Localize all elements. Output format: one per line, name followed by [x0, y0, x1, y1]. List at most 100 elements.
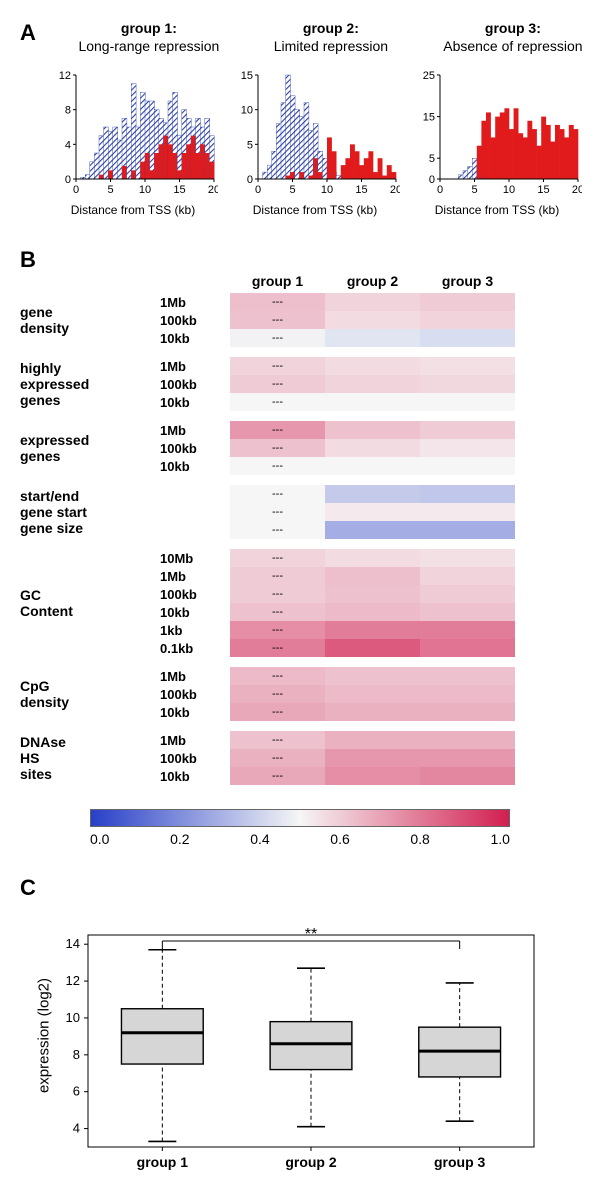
svg-text:**: **: [305, 926, 317, 943]
heatmap-cell: ---: [230, 293, 325, 311]
svg-text:15: 15: [355, 184, 367, 196]
hm-col3: group 3: [420, 273, 515, 289]
histogram: 05101505101520Distance from TSS (kb): [230, 71, 400, 217]
heatmap-cell: ---: [230, 767, 325, 785]
heatmap-cell: [420, 703, 515, 721]
heatmap-cell: [325, 685, 420, 703]
svg-text:12: 12: [59, 71, 71, 82]
svg-text:8: 8: [65, 105, 71, 117]
svg-text:0: 0: [73, 184, 79, 196]
heatmap-cell: [420, 667, 515, 685]
svg-text:15: 15: [241, 71, 253, 82]
heatmap-cell: [420, 521, 515, 539]
panel-b-label: B: [20, 247, 580, 273]
svg-text:10: 10: [321, 184, 333, 196]
heatmap-cell: [325, 567, 420, 585]
heatmap-body: genedensity1Mb100kb10kb---------highlyex…: [20, 293, 580, 795]
heatmap-cell: [420, 457, 515, 475]
heatmap-cell: ---: [230, 549, 325, 567]
heatmap-cell: [325, 329, 420, 347]
svg-text:0: 0: [429, 174, 435, 186]
heatmap-cell: [420, 375, 515, 393]
group3-header: group 3: Absence of repression: [428, 20, 598, 55]
heatmap-cell: [420, 293, 515, 311]
heatmap-cell: ---: [230, 521, 325, 539]
heatmap-cell: ---: [230, 439, 325, 457]
heatmap-cell: [325, 503, 420, 521]
heatmap-cell: ---: [230, 639, 325, 657]
heatmap-cell: ---: [230, 749, 325, 767]
heatmap-cell: [420, 439, 515, 457]
svg-text:group 3: group 3: [434, 1154, 486, 1170]
svg-text:5: 5: [429, 153, 435, 165]
svg-text:4: 4: [65, 139, 71, 151]
panel-a-label: A: [20, 20, 36, 46]
heatmap-cell: ---: [230, 393, 325, 411]
panel-b: B group 1 group 2 group 3 genedensity1Mb…: [20, 247, 580, 847]
svg-text:group 1: group 1: [137, 1154, 189, 1170]
heatmap-cell: [420, 421, 515, 439]
heatmap-cell: [325, 639, 420, 657]
svg-text:0: 0: [247, 174, 253, 186]
group1-header: group 1: Long-range repression: [64, 20, 234, 55]
heatmap-cell: ---: [230, 421, 325, 439]
heatmap-cell: [325, 311, 420, 329]
svg-text:0: 0: [65, 174, 71, 186]
heatmap-cell: [325, 767, 420, 785]
svg-text:12: 12: [66, 973, 80, 988]
heatmap-cell: [420, 731, 515, 749]
heatmap-cell: [325, 621, 420, 639]
panel-c: C expression (log2) 468101214group 1grou…: [20, 875, 580, 1177]
heatmap-block: highlyexpressedgenes1Mb100kb10kb--------…: [20, 357, 580, 411]
svg-text:20: 20: [390, 184, 400, 196]
heatmap-block: start/endgene startgene size---------: [20, 485, 580, 539]
heatmap-cell: [420, 567, 515, 585]
heatmap-cell: [325, 485, 420, 503]
heatmap-cell: [420, 685, 515, 703]
heatmap-cell: [420, 639, 515, 657]
svg-text:8: 8: [73, 1047, 80, 1062]
heatmap-cell: ---: [230, 703, 325, 721]
svg-text:15: 15: [423, 112, 435, 124]
colorbar-ticks: 0.00.20.40.60.81.0: [90, 831, 510, 847]
heatmap-cell: [420, 503, 515, 521]
heatmap-block: CpGdensity1Mb100kb10kb---------: [20, 667, 580, 721]
heatmap-block: genedensity1Mb100kb10kb---------: [20, 293, 580, 347]
heatmap-cell: ---: [230, 603, 325, 621]
heatmap-cell: [325, 457, 420, 475]
heatmap-cell: ---: [230, 357, 325, 375]
heatmap-cell: ---: [230, 685, 325, 703]
heatmap-cell: [325, 585, 420, 603]
panel-a-headers: group 1: Long-range repression group 2: …: [64, 20, 598, 55]
svg-text:5: 5: [247, 139, 253, 151]
heatmap-cell: [325, 667, 420, 685]
heatmap-cell: [420, 585, 515, 603]
heatmap-col-headers: group 1 group 2 group 3: [230, 273, 580, 289]
panel-a-histograms: 0481205101520Distance from TSS (kb)05101…: [48, 71, 580, 217]
heatmap-cell: [325, 439, 420, 457]
svg-text:20: 20: [572, 184, 582, 196]
svg-text:10: 10: [139, 184, 151, 196]
hm-col1: group 1: [230, 273, 325, 289]
heatmap-block: expressedgenes1Mb100kb10kb---------: [20, 421, 580, 475]
histogram: 05152505101520Distance from TSS (kb): [412, 71, 582, 217]
heatmap-cell: [420, 749, 515, 767]
svg-text:14: 14: [66, 936, 80, 951]
svg-text:25: 25: [423, 71, 435, 82]
heatmap-cell: [420, 603, 515, 621]
heatmap-cell: [325, 731, 420, 749]
heatmap-cell: ---: [230, 621, 325, 639]
heatmap-cell: [325, 521, 420, 539]
heatmap-cell: ---: [230, 503, 325, 521]
heatmap-cell: ---: [230, 485, 325, 503]
heatmap-cell: ---: [230, 457, 325, 475]
histogram: 0481205101520Distance from TSS (kb): [48, 71, 218, 217]
heatmap-cell: [325, 603, 420, 621]
panel-c-ylabel: expression (log2): [36, 956, 53, 1116]
heatmap-cell: [420, 767, 515, 785]
heatmap-cell: [325, 549, 420, 567]
heatmap-cell: ---: [230, 329, 325, 347]
heatmap-cell: [420, 329, 515, 347]
heatmap-cell: ---: [230, 731, 325, 749]
hm-col2: group 2: [325, 273, 420, 289]
